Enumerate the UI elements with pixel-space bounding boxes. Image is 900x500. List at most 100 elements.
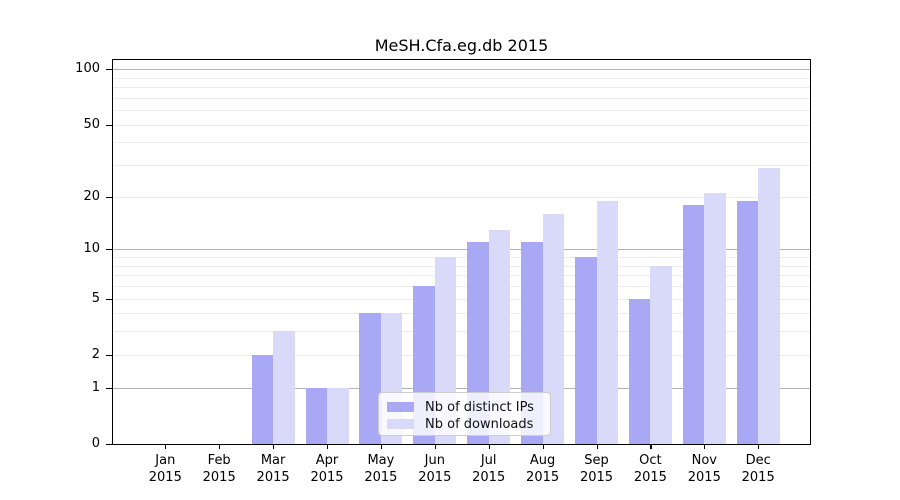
x-tick-month: Nov [691, 453, 717, 468]
legend-label: Nb of distinct IPs [425, 399, 534, 415]
bar-nb-of-downloads-aug [542, 213, 565, 444]
y-tick-label: 2 [91, 346, 100, 362]
x-tick-month: Feb [207, 453, 231, 468]
x-tick-label-jan: Jan 2015 [135, 452, 195, 486]
gridline-minor [113, 313, 810, 315]
bar-nb-of-downloads-nov [704, 193, 726, 444]
y-tick-mark [106, 444, 112, 446]
x-tick-year: 2015 [633, 470, 667, 485]
gridline-minor [113, 275, 810, 277]
gridline-minor [113, 97, 810, 99]
y-tick-mark [106, 354, 112, 356]
bar-nb-of-distinct-ips-apr [305, 387, 327, 444]
x-tick-year: 2015 [256, 470, 290, 485]
y-tick-label: 0 [91, 436, 100, 451]
x-tick-label-sep: Sep 2015 [567, 452, 627, 486]
legend-item: Nb of downloads [387, 416, 542, 432]
legend: Nb of distinct IPs Nb of downloads [378, 392, 551, 436]
gridline-minor [113, 286, 810, 287]
x-tick-label-may: May 2015 [351, 452, 411, 486]
y-tick-mark [106, 249, 112, 251]
y-tick-label: 10 [83, 241, 100, 257]
x-tick-label-jul: Jul 2015 [459, 452, 519, 486]
x-tick-mark [758, 445, 760, 449]
gridline-minor [113, 265, 810, 267]
x-tick-year: 2015 [310, 470, 344, 485]
x-tick-mark [327, 445, 329, 449]
x-tick-label-oct: Oct 2015 [620, 452, 680, 486]
legend-swatch [387, 402, 414, 412]
x-tick-mark [219, 445, 221, 449]
gridline-major [113, 249, 810, 251]
bar-nb-of-distinct-ips-nov [682, 204, 705, 444]
x-tick-label-apr: Apr 2015 [297, 452, 357, 486]
x-tick-label-jun: Jun 2015 [405, 452, 465, 486]
x-tick-month: Sep [584, 453, 609, 468]
gridline-minor [113, 257, 810, 258]
bar-nb-of-downloads-mar [273, 331, 295, 444]
y-tick-mark [106, 387, 112, 389]
x-tick-mark [650, 445, 652, 449]
x-tick-mark [704, 445, 706, 449]
gridline-minor [113, 124, 810, 126]
gridline-minor [113, 354, 810, 356]
x-tick-label-aug: Aug 2015 [513, 452, 573, 486]
bar-nb-of-downloads-jul [488, 229, 511, 444]
x-tick-month: Oct [639, 453, 662, 468]
x-tick-month: Jun [424, 453, 445, 468]
x-tick-year: 2015 [687, 470, 721, 485]
x-tick-year: 2015 [741, 470, 775, 485]
gridline-minor [113, 196, 810, 198]
legend-swatch [387, 419, 414, 429]
x-tick-year: 2015 [148, 470, 182, 485]
x-tick-year: 2015 [526, 470, 560, 485]
x-tick-year: 2015 [364, 470, 398, 485]
x-tick-year: 2015 [202, 470, 236, 485]
x-tick-month: Dec [745, 453, 771, 468]
y-tick-label: 50 [83, 116, 100, 132]
x-tick-label-dec: Dec 2015 [728, 452, 788, 486]
gridline-minor [113, 165, 810, 167]
x-tick-mark [380, 445, 383, 449]
x-tick-month: Mar [260, 453, 286, 468]
bar-nb-of-downloads-oct [650, 265, 672, 444]
x-tick-mark [488, 445, 490, 449]
x-tick-label-mar: Mar 2015 [243, 452, 303, 486]
gridline-major [113, 387, 810, 389]
gridline-major [113, 69, 810, 71]
x-tick-month: Apr [315, 453, 339, 468]
bar-nb-of-downloads-dec [758, 167, 780, 444]
x-tick-year: 2015 [579, 470, 614, 485]
x-tick-year: 2015 [418, 470, 452, 485]
x-tick-month: Aug [529, 453, 556, 468]
y-tick-label: 1 [91, 379, 100, 395]
gridline-minor [113, 298, 810, 300]
y-tick-label: 20 [83, 188, 100, 204]
x-tick-label-feb: Feb 2015 [189, 452, 249, 486]
x-tick-mark [596, 445, 598, 449]
gridline-minor [113, 77, 810, 79]
y-tick-mark [106, 298, 112, 300]
x-tick-mark [273, 445, 275, 449]
x-tick-mark [542, 445, 544, 449]
gridline-minor [113, 110, 810, 112]
chart-title: MeSH.Cfa.eg.db 2015 [374, 36, 549, 55]
y-tick-mark [106, 196, 112, 198]
y-tick-label: 100 [75, 61, 100, 77]
bar-nb-of-downloads-sep [596, 200, 618, 444]
x-tick-year: 2015 [472, 470, 506, 485]
x-tick-label-nov: Nov 2015 [674, 452, 734, 486]
bar-nb-of-distinct-ips-may [359, 313, 381, 444]
legend-label: Nb of downloads [425, 416, 534, 432]
x-tick-mark [434, 445, 436, 449]
gridline-minor [113, 142, 810, 144]
bar-nb-of-distinct-ips-oct [628, 298, 651, 444]
bar-nb-of-distinct-ips-sep [575, 257, 597, 444]
legend-item: Nb of distinct IPs [387, 399, 542, 415]
bar-nb-of-downloads-apr [327, 387, 349, 444]
y-tick-label: 5 [91, 290, 100, 306]
x-tick-month: Jan [155, 453, 176, 468]
bar-nb-of-distinct-ips-dec [736, 200, 759, 444]
plot-area [112, 59, 811, 445]
